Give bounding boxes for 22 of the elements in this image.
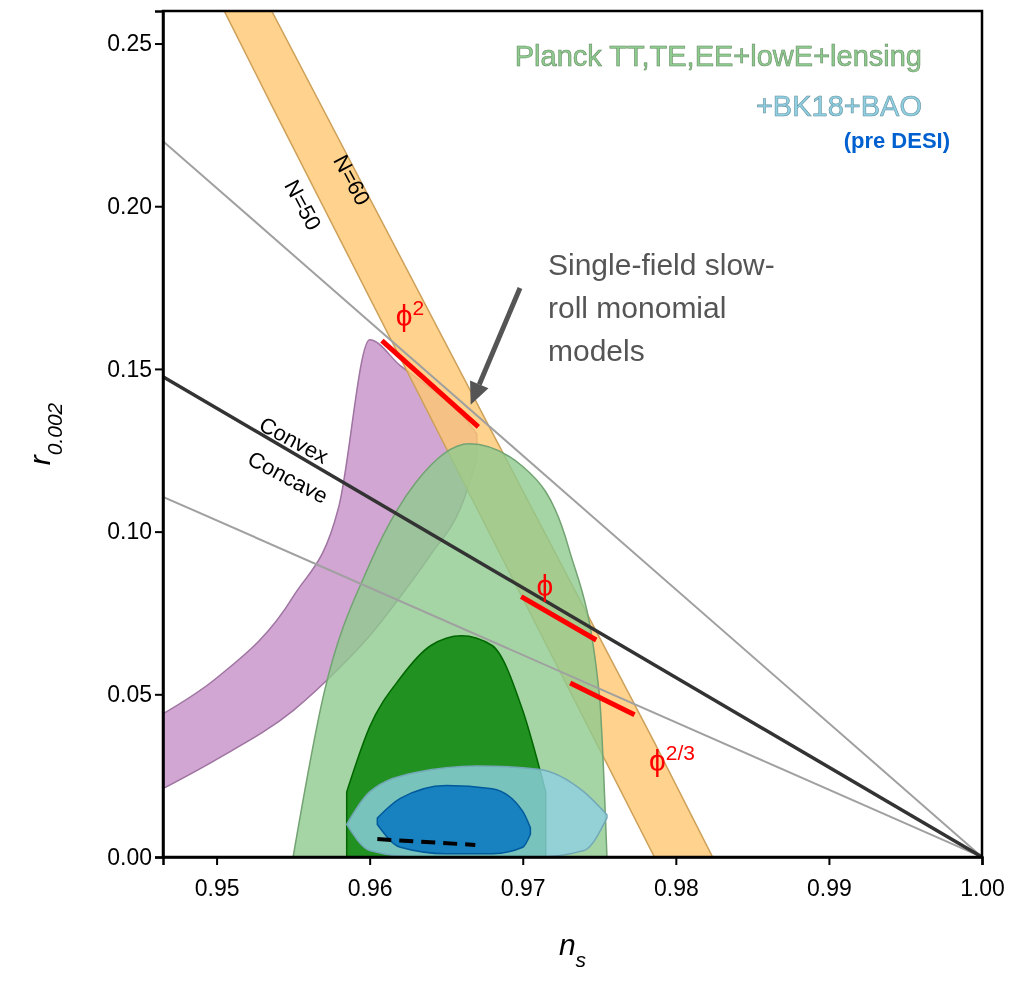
y-tick-label: 0.15 xyxy=(107,355,152,382)
annotation: ϕ$^{2/3}$ xyxy=(648,740,696,777)
annotation: N=50 xyxy=(279,175,327,235)
y-tick-label: 0.10 xyxy=(107,518,152,545)
annotation: (pre DESI) xyxy=(843,128,950,153)
y-tick-label: 0.25 xyxy=(107,30,152,57)
x-tick-label: 1.00 xyxy=(960,874,1005,901)
y-tick-label: 0.20 xyxy=(107,193,152,220)
annotation: ϕ xyxy=(536,568,554,602)
text: Planck TT,TE,EE+lowE+lensing xyxy=(514,40,922,72)
x-axis-title: n$_{s}$ xyxy=(558,928,587,971)
x-tick-label: 0.99 xyxy=(807,874,852,901)
y-tick-label: 0.05 xyxy=(107,681,152,708)
legend-label: +BK18+BAO xyxy=(755,90,922,122)
x-tick-label: 0.95 xyxy=(194,874,240,901)
x-tick-label: 0.98 xyxy=(653,874,699,901)
x-tick-label: 0.97 xyxy=(500,874,546,901)
annotation: ϕ$^{2}$ xyxy=(395,295,425,332)
annotation: N=60 xyxy=(328,150,376,210)
x-tick-label: 0.96 xyxy=(347,874,393,901)
annotation: Single-field slow-roll monomial models xyxy=(548,248,775,367)
y-tick-label: 0.00 xyxy=(107,843,152,870)
